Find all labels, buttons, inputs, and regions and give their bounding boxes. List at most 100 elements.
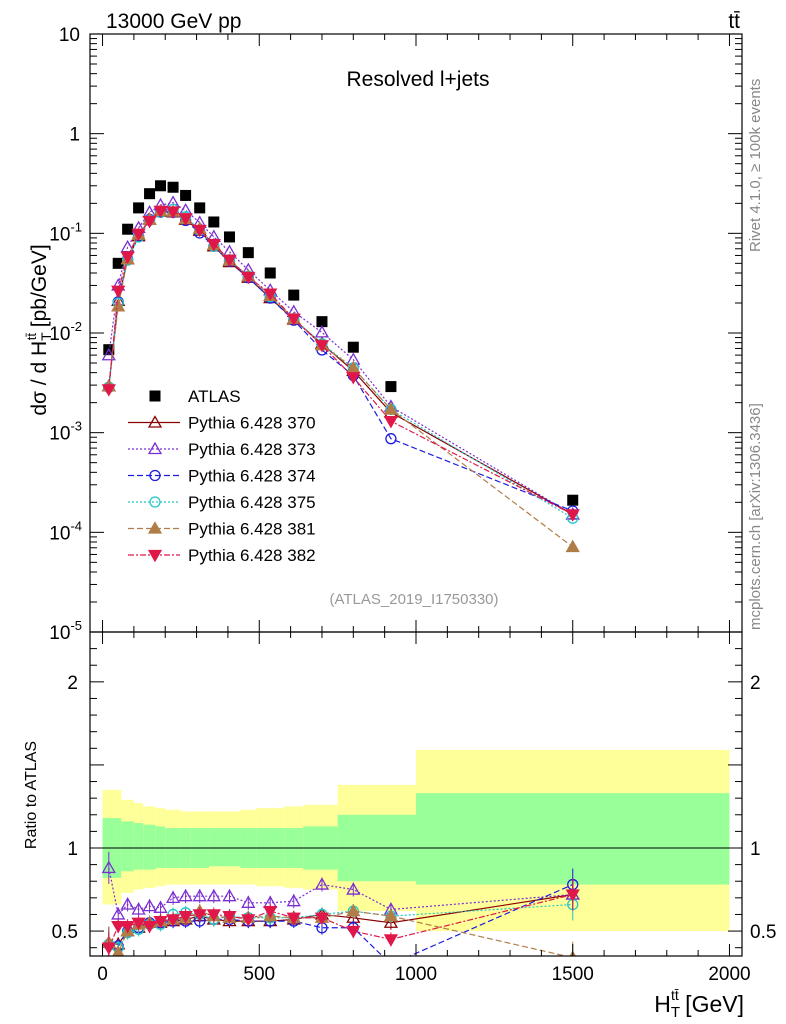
series-373-ratio-point	[346, 882, 361, 895]
series-373-ratio-point	[314, 877, 330, 890]
series-382-main-point	[131, 228, 146, 242]
series-382-ratio-point	[206, 909, 221, 922]
legend-marker	[147, 441, 163, 455]
atlas-data-point	[223, 231, 235, 243]
series-373-ratio-point	[286, 893, 301, 907]
x-tick-label: 1500	[552, 964, 594, 985]
green-band-bin	[209, 828, 219, 867]
series-382-main-point	[142, 216, 157, 229]
series-381-ratio-point	[346, 903, 361, 917]
series-373-ratio-point	[120, 897, 135, 910]
series-382-main-point	[383, 415, 399, 429]
ratio-tick-label-right: 0.5	[750, 922, 776, 943]
green-band-bin	[218, 828, 241, 867]
series-373-ratio-line	[108, 867, 573, 916]
legend-label: Pythia 6.428 370	[188, 414, 316, 433]
series-382-main-point	[286, 313, 301, 326]
series-382-ratio-point	[153, 915, 168, 929]
atlas-data-point	[155, 180, 167, 192]
series-381-main-line	[108, 210, 574, 548]
series-373-ratio-point	[131, 902, 146, 915]
legend-marker	[149, 496, 161, 508]
series-382-ratio-point	[101, 942, 116, 956]
series-382-ratio-point	[241, 914, 256, 927]
legend-marker	[147, 415, 163, 428]
y-tick-label: 10-4	[49, 518, 82, 544]
series-382-ratio-point	[111, 920, 126, 934]
series-382-ratio-point	[120, 920, 135, 934]
mcplots-side-label: mcplots.cern.ch [arXiv:1306.3436]	[747, 403, 764, 630]
series-382-main-point	[222, 254, 237, 268]
series-382-main-point	[165, 206, 181, 219]
atlas-data-point	[180, 189, 192, 201]
series-382-main-point	[263, 288, 278, 301]
main-series-layer	[101, 180, 580, 553]
series-382-ratio-point	[131, 917, 146, 931]
atlas-data-point	[316, 316, 328, 328]
plot-title: Resolved l+jets	[347, 68, 490, 91]
legend-label: Pythia 6.428 375	[188, 493, 316, 512]
atlas-data-point	[112, 257, 124, 269]
y-tick-label: 10-1	[49, 219, 82, 245]
series-382-ratio-point	[142, 920, 157, 934]
series-382-main-line	[108, 210, 574, 515]
series-373-ratio-point	[178, 888, 193, 902]
y-axis-label: dσ / d HTtt̄ [pb/GeV]	[24, 244, 54, 415]
green-band-bin	[143, 824, 156, 870]
series-382-main-point	[192, 224, 207, 238]
series-373-ratio-point	[192, 888, 207, 902]
series-382-ratio-point	[263, 905, 278, 919]
legend-label: Pythia 6.428 382	[188, 546, 316, 565]
legend-marker	[147, 549, 163, 563]
series-382-ratio-point	[222, 910, 237, 924]
series-373-ratio-point	[111, 907, 126, 920]
series-382-main-point	[346, 372, 361, 385]
series-374-main-point	[385, 433, 397, 445]
series-373-main-point	[314, 325, 330, 338]
series-382-ratio-point	[565, 889, 580, 902]
ratio-tick-label-left: 2	[67, 673, 78, 694]
ratio-bands	[102, 749, 730, 932]
y-tick-label: 10-2	[49, 319, 82, 345]
legend-marker	[149, 469, 161, 482]
series-381-main-point	[565, 539, 580, 553]
series-373-ratio-point	[101, 860, 116, 874]
legend-label-atlas: ATLAS	[188, 387, 241, 406]
series-373-main-point	[101, 347, 116, 361]
legend-label: Pythia 6.428 381	[188, 520, 316, 539]
series-382-ratio-point	[346, 925, 361, 939]
series-382-ratio-point	[314, 912, 330, 926]
series-370-main-line	[108, 211, 574, 515]
series-381-ratio-point	[383, 908, 399, 922]
series-373-ratio-point	[142, 898, 157, 912]
ratio-tick-label-right: 2	[750, 673, 761, 694]
atlas-data-point	[347, 341, 359, 353]
legend-label: Pythia 6.428 374	[188, 467, 316, 486]
green-band-bin	[133, 823, 144, 870]
atlas-data-point	[288, 289, 300, 301]
ratio-series-layer	[101, 851, 580, 956]
series-373-ratio-point	[153, 900, 168, 913]
atlas-data-point	[242, 247, 254, 259]
legend-marker-atlas	[149, 390, 161, 402]
ratio-tick-label-left: 1	[67, 839, 78, 860]
series-374-main-line	[108, 211, 573, 512]
atlas-data-point	[133, 202, 145, 214]
series-375-main-line	[108, 208, 574, 519]
series-382-main-point	[241, 271, 256, 285]
legend-label: Pythia 6.428 373	[188, 440, 316, 459]
green-band-bin	[121, 821, 134, 872]
series-382-main-point	[101, 384, 116, 397]
atlas-data-point	[567, 494, 579, 506]
series-381-main-point	[111, 299, 126, 312]
series-382-main-point	[565, 509, 580, 522]
atlas-data-point	[144, 188, 156, 200]
ratio-y-axis-label: Ratio to ATLAS	[23, 741, 40, 849]
y-tick-label: 10-3	[49, 419, 82, 445]
ratio-tick-label-right: 1	[750, 839, 761, 860]
x-tick-label: 500	[243, 964, 275, 985]
y-tick-label: 10	[59, 25, 80, 46]
series-382-ratio-point	[192, 909, 207, 922]
series-382-main-point	[314, 340, 330, 353]
